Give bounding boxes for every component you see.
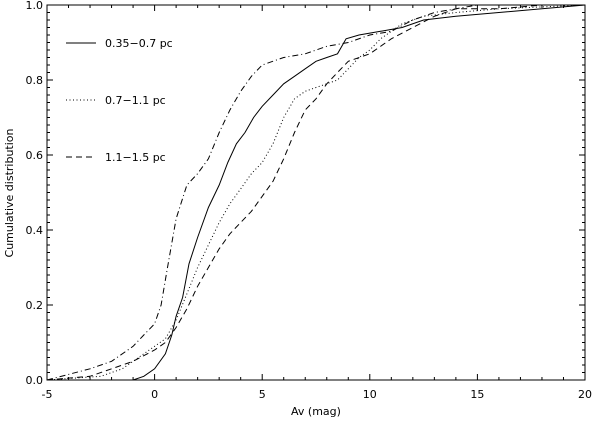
legend-label: 0.35−0.7 pc bbox=[105, 37, 173, 50]
y-tick-label: 0.8 bbox=[26, 74, 44, 87]
legend: 0.35−0.7 pc 0.7−1.1 pc 1.1−1.5 pc bbox=[66, 37, 173, 164]
series-line-3 bbox=[46, 4, 585, 381]
y-tick-label: 0.2 bbox=[26, 299, 44, 312]
axis-ticks: -5 0 5 10 15 20 0.0 0.2 0.4 0.6 0.8 1.0 bbox=[26, 0, 593, 401]
series-line-4 bbox=[46, 4, 585, 381]
y-axis-label: Cumulative distribution bbox=[3, 128, 16, 257]
y-tick-label: 0.4 bbox=[26, 224, 44, 237]
legend-label: 1.1−1.5 pc bbox=[105, 151, 166, 164]
series-line-1 bbox=[47, 4, 586, 381]
y-tick-label: 1.0 bbox=[26, 0, 44, 12]
x-tick-label: 15 bbox=[470, 388, 484, 401]
x-tick-label: 5 bbox=[259, 388, 266, 401]
x-tick-label: 20 bbox=[578, 388, 592, 401]
x-tick-label: 10 bbox=[363, 388, 377, 401]
y-tick-label: 0.6 bbox=[26, 149, 44, 162]
x-tick-label: 0 bbox=[151, 388, 158, 401]
legend-label: 0.7−1.1 pc bbox=[105, 94, 166, 107]
x-tick-label: -5 bbox=[42, 388, 53, 401]
data-series bbox=[46, 4, 586, 381]
y-tick-label: 0.0 bbox=[26, 374, 44, 387]
x-axis-label: Av (mag) bbox=[291, 405, 341, 418]
